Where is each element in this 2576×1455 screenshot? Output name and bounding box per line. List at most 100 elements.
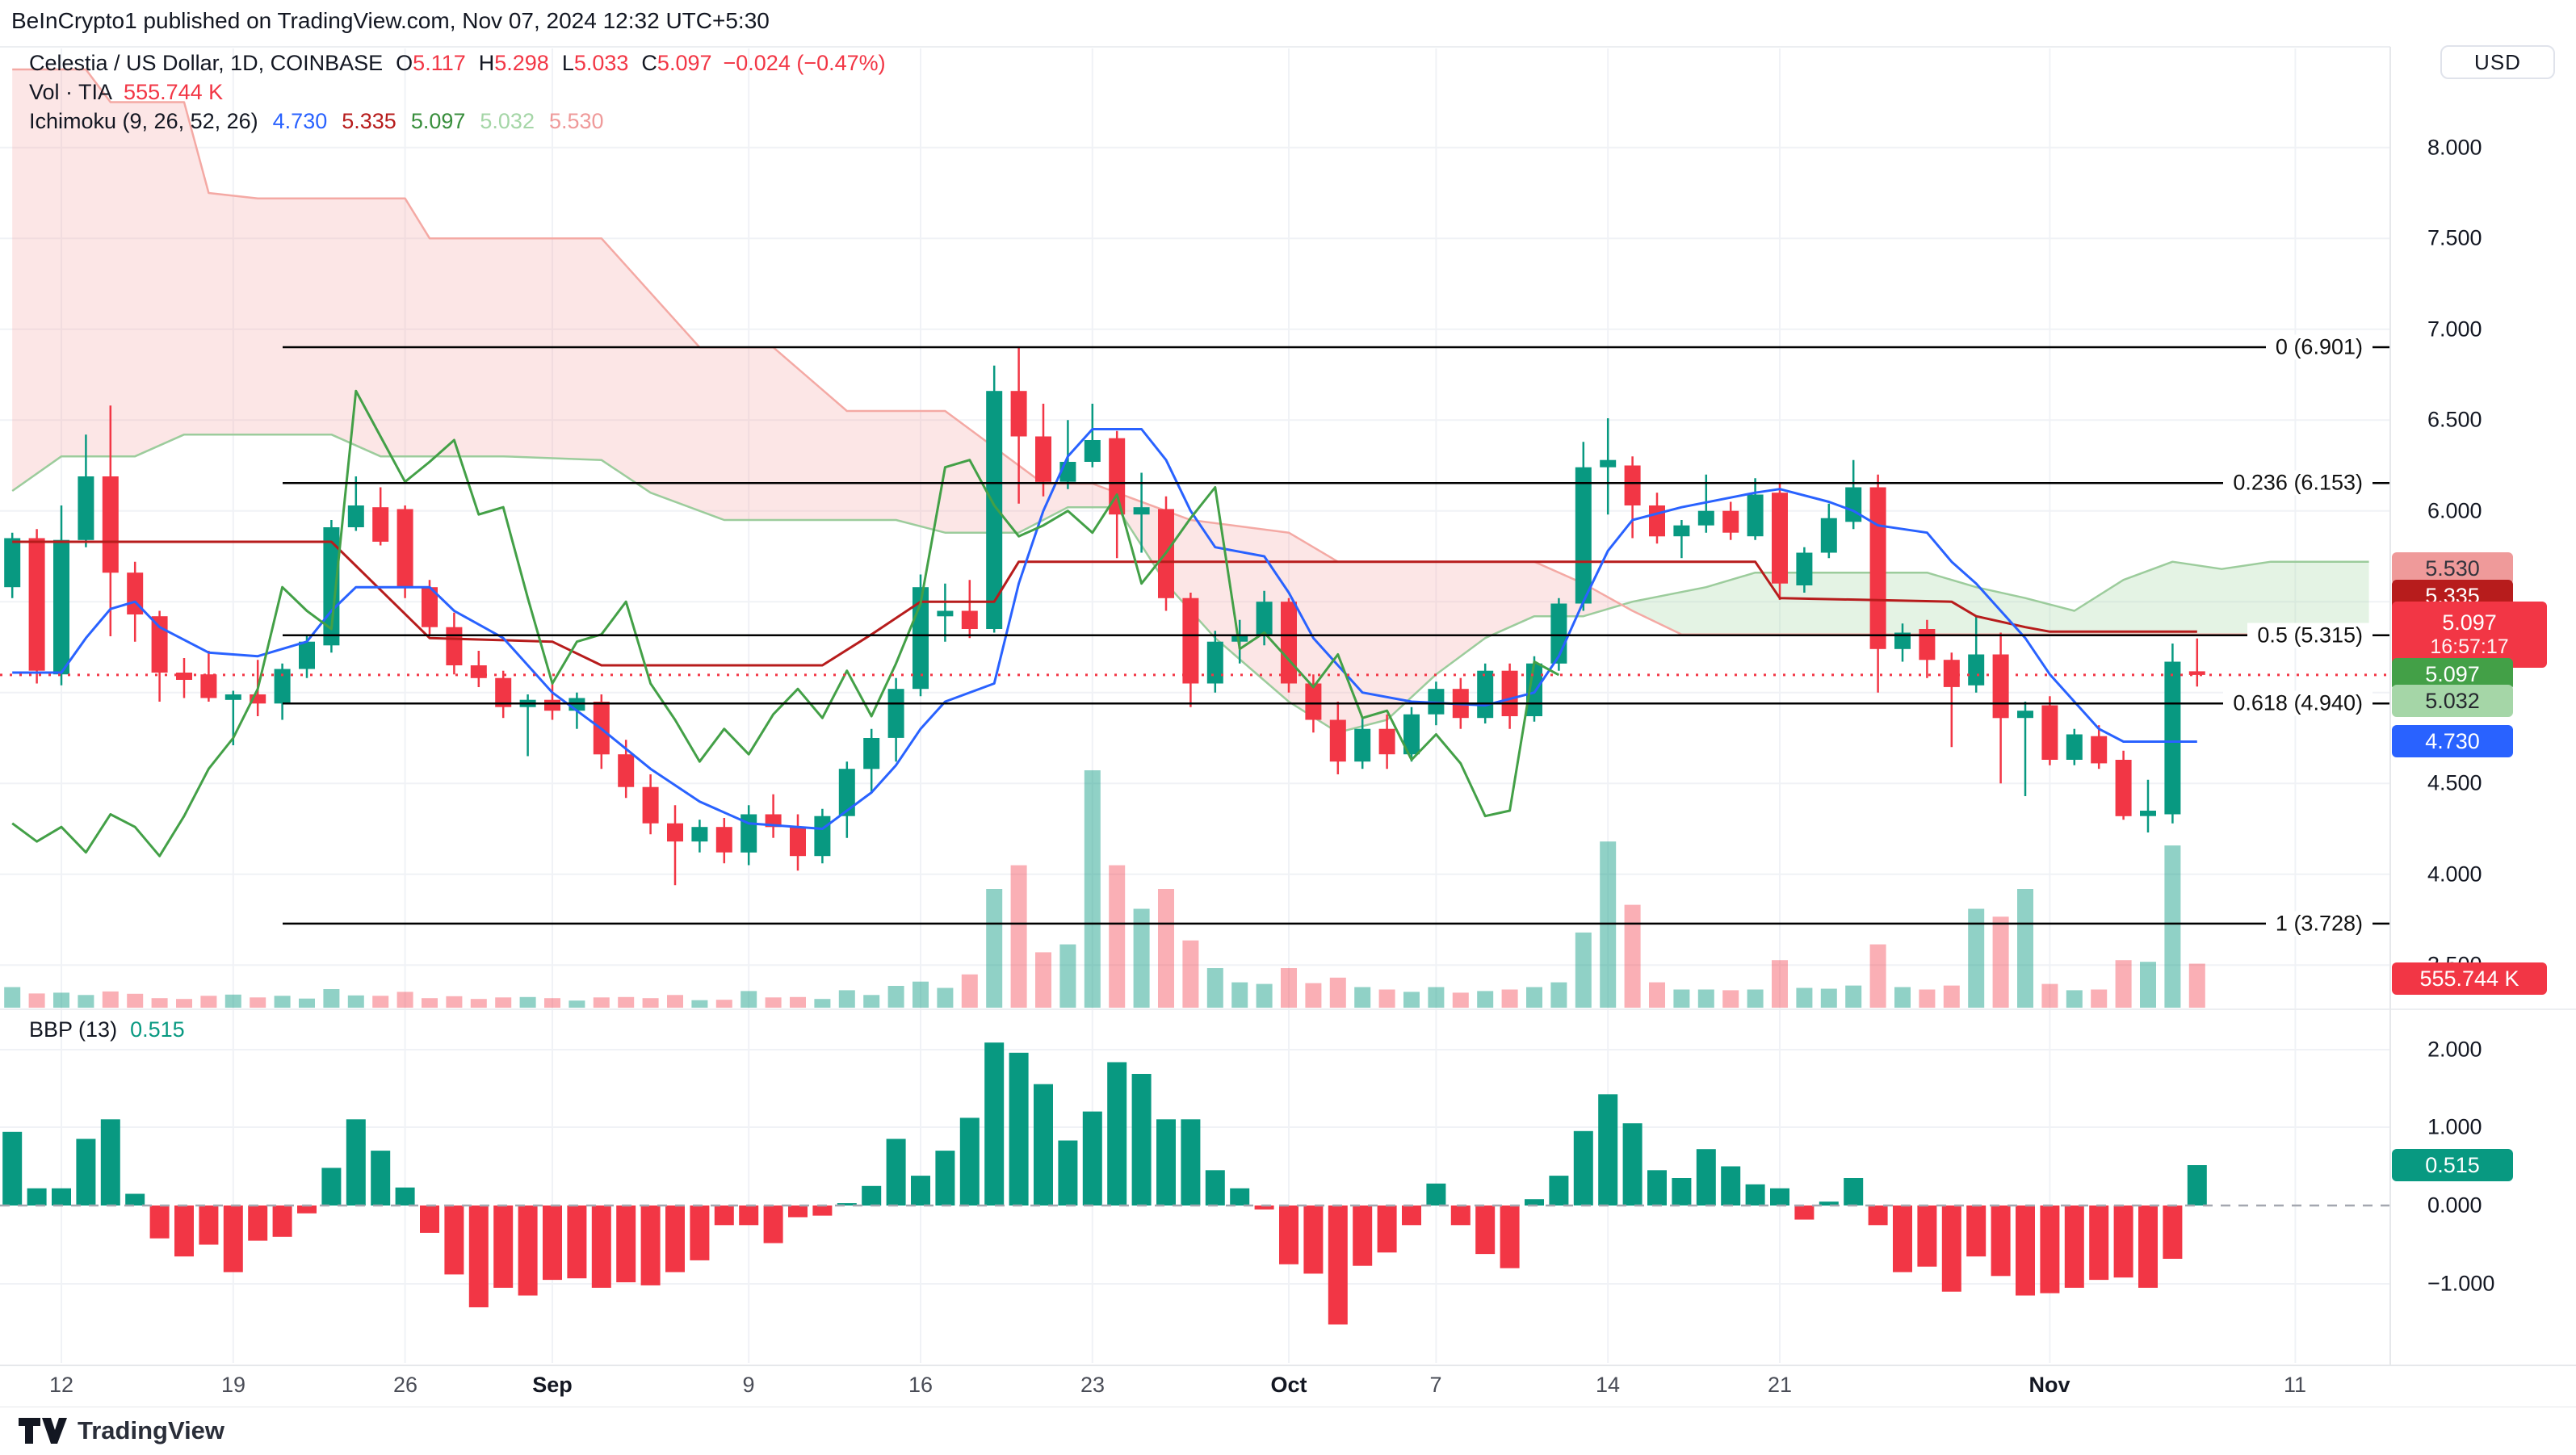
candle-body — [937, 610, 954, 617]
fib-label[interactable]: 0 (6.901) — [2265, 334, 2373, 360]
currency-toggle-button[interactable]: USD — [2440, 45, 2555, 79]
candle-body — [790, 827, 806, 857]
bbp-bar — [1254, 1206, 1274, 1210]
volume-bar — [667, 995, 683, 1008]
volume-bar — [1477, 991, 1494, 1008]
candle-body — [2140, 811, 2156, 816]
volume-bar — [715, 1000, 732, 1008]
bbp-bar — [1156, 1119, 1176, 1206]
candle-body — [1894, 632, 1911, 649]
time-axis-label[interactable]: 14 — [1595, 1373, 1621, 1397]
volume-bar — [765, 997, 782, 1008]
bbp-bar — [1893, 1206, 1912, 1273]
ichimoku-legend-row[interactable]: Ichimoku (9, 26, 52, 26) 4.730 5.335 5.097 5… — [29, 107, 886, 136]
volume-legend-row[interactable]: Vol · TIA 555.744 K — [29, 78, 886, 107]
time-axis-label[interactable]: 7 — [1429, 1373, 1442, 1397]
volume-bar — [1010, 865, 1027, 1008]
volume-bar — [2140, 962, 2156, 1008]
fib-label[interactable]: 1 (3.728) — [2265, 911, 2373, 937]
ohlc-number: 5.033 — [573, 51, 629, 75]
candle-body — [1256, 602, 1273, 635]
ohlc-letter: C — [641, 51, 657, 75]
time-axis-label[interactable]: 26 — [392, 1373, 418, 1397]
bbp-bar — [149, 1206, 170, 1239]
candle-body — [1845, 487, 1862, 522]
volume-bar — [250, 997, 266, 1008]
bbp-bar — [444, 1206, 464, 1275]
bbp-bar — [272, 1206, 292, 1237]
time-axis-label[interactable]: 9 — [742, 1373, 755, 1397]
bbp-legend-row[interactable]: BBP (13) 0.515 — [29, 1017, 185, 1042]
bbp-bar — [420, 1206, 439, 1233]
bbp-bar — [2, 1131, 23, 1206]
fib-label[interactable]: 0.5 (5.315) — [2247, 623, 2373, 648]
candle-body — [1354, 728, 1371, 762]
volume-bar — [1943, 985, 1960, 1008]
bbp-bar — [788, 1206, 808, 1218]
bbp-bar — [2113, 1206, 2133, 1278]
volume-bar — [740, 991, 757, 1008]
candle-body — [838, 769, 855, 816]
ohlc-letter: H — [478, 51, 495, 75]
candle-body — [863, 738, 880, 769]
volume-bar — [642, 998, 659, 1008]
candle-body — [1772, 493, 1788, 584]
time-axis-label[interactable]: 16 — [908, 1373, 933, 1397]
candle-body — [274, 669, 291, 704]
volume-bar — [470, 999, 487, 1008]
volume-bar — [1992, 916, 2009, 1008]
candle-body — [691, 827, 708, 842]
bbp-bar — [1475, 1206, 1496, 1255]
time-axis-label[interactable]: 12 — [48, 1373, 74, 1397]
volume-bar — [691, 1000, 708, 1008]
bbp-bar — [1770, 1188, 1789, 1206]
indicator-line — [12, 428, 2197, 830]
time-axis-label[interactable]: Oct — [1270, 1373, 1307, 1397]
volume-bar — [544, 998, 560, 1008]
volume-bar — [1403, 992, 1420, 1008]
candle-body — [1747, 494, 1764, 537]
volume-bar — [372, 996, 389, 1008]
candle-body — [2091, 736, 2108, 764]
time-axis-label[interactable]: 21 — [1767, 1373, 1793, 1397]
fib-label[interactable]: 0.618 (4.940) — [2223, 690, 2373, 716]
ichimoku-value: 5.032 — [480, 109, 535, 133]
bbp-bar — [1450, 1206, 1471, 1226]
price-tick-label: 2.000 — [2427, 1037, 2482, 1062]
time-axis-label[interactable]: Sep — [532, 1373, 573, 1397]
volume-value: 555.744 K — [124, 80, 224, 104]
candle-body — [1869, 487, 1886, 649]
volume-bar — [814, 999, 831, 1008]
time-axis-label[interactable]: 19 — [220, 1373, 246, 1397]
ichimoku-value: 4.730 — [272, 109, 328, 133]
candle-body — [1722, 510, 1739, 533]
price-tick-label: 8.000 — [2427, 135, 2482, 160]
time-axis-label[interactable]: 11 — [2283, 1373, 2307, 1397]
ichimoku-label: Ichimoku (9, 26, 52, 26) — [29, 109, 258, 133]
candle-body — [1600, 459, 1617, 468]
tradingview-logo-icon[interactable] — [18, 1415, 68, 1447]
volume-bar — [1820, 988, 1837, 1008]
time-axis-label[interactable]: Nov — [2028, 1373, 2070, 1397]
time-axis[interactable]: 12 19 26 Sep 9 16 23 Oct 7 14 21 Nov 11 — [0, 1365, 2576, 1407]
bbp-bar — [959, 1117, 980, 1206]
volume-bar — [1378, 989, 1395, 1008]
bbp-bar — [2138, 1206, 2158, 1288]
volume-bar — [151, 998, 168, 1008]
volume-bar — [1084, 770, 1101, 1008]
candle-body — [1182, 598, 1199, 684]
candle-body — [28, 538, 45, 671]
candle-body — [78, 476, 94, 540]
bbp-bar — [1058, 1140, 1078, 1206]
tradingview-brand-text[interactable]: TradingView — [78, 1416, 225, 1445]
bbp-bar — [1181, 1119, 1201, 1206]
candle-body — [1378, 728, 1395, 755]
bbp-bar — [2040, 1206, 2060, 1294]
symbol-legend-row[interactable]: Celestia / US Dollar, 1D, COINBASE O5.117… — [29, 48, 886, 78]
fib-label[interactable]: 0.236 (6.153) — [2223, 470, 2373, 496]
candle-body — [1428, 689, 1445, 715]
candle-body — [224, 694, 241, 700]
candle-body — [1919, 629, 1936, 660]
time-axis-label[interactable]: 23 — [1080, 1373, 1105, 1397]
